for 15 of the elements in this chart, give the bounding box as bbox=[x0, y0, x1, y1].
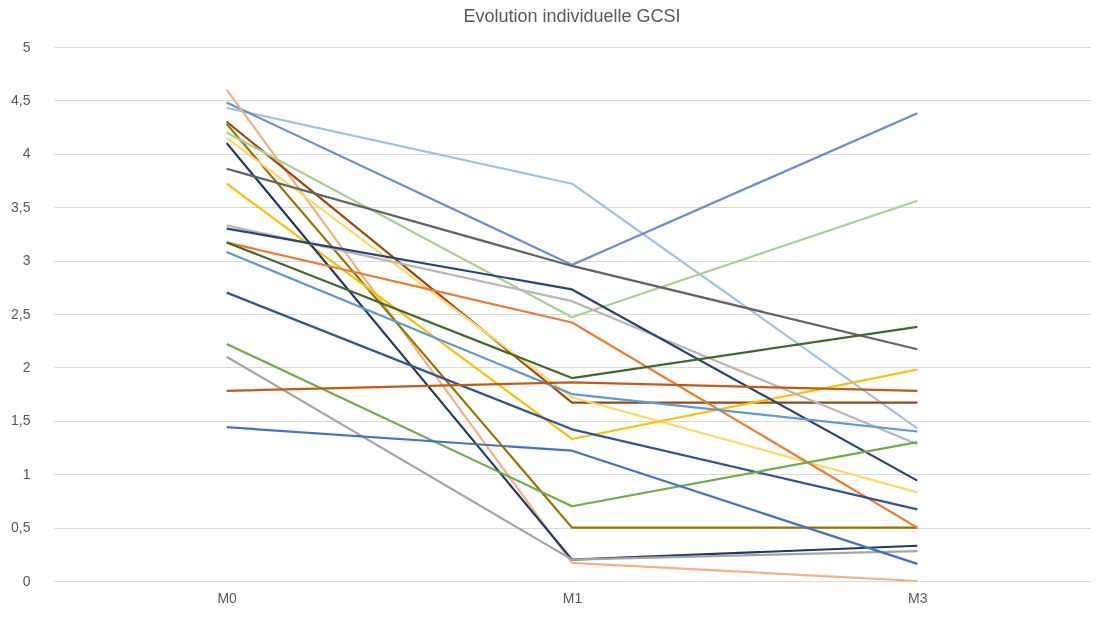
y-tick-label: 3 bbox=[22, 252, 31, 269]
y-tick-label: 0,5 bbox=[11, 519, 31, 536]
y-tick-label: 4,5 bbox=[11, 91, 31, 108]
y-tick-label: 1 bbox=[22, 465, 31, 482]
x-tick-label: M0 bbox=[217, 589, 238, 606]
y-tick-label: 4 bbox=[22, 145, 31, 162]
y-tick-label: 2,5 bbox=[11, 305, 31, 322]
x-tick-label: M1 bbox=[562, 589, 583, 606]
chart-title: Evolution individuelle GCSI bbox=[463, 6, 681, 26]
y-tick-label: 5 bbox=[22, 38, 31, 55]
x-tick-label: M3 bbox=[908, 589, 928, 606]
y-tick-label: 3,5 bbox=[11, 198, 31, 215]
y-tick-label: 1,5 bbox=[11, 412, 31, 429]
y-tick-label: 2 bbox=[22, 358, 31, 375]
y-tick-label: 0 bbox=[22, 572, 31, 589]
